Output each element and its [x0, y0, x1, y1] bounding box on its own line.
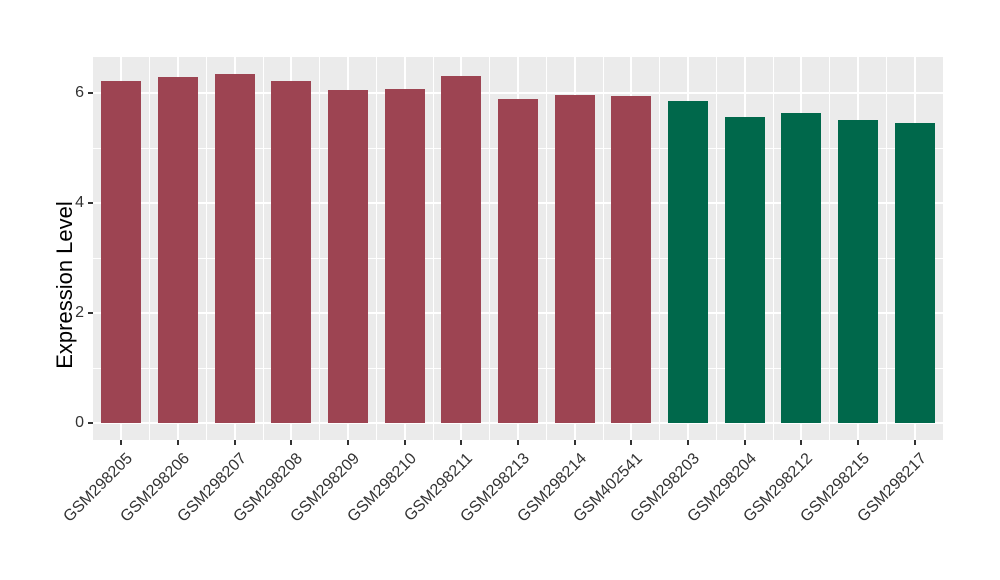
gridline-minor-vertical [715, 57, 717, 440]
bar-GSM298210 [384, 89, 425, 423]
bar-GSM298217 [894, 122, 935, 423]
bar-GSM298209 [328, 90, 368, 423]
gridline-minor-vertical [205, 57, 207, 440]
y-tick-mark [88, 202, 93, 204]
bar-GSM298205 [101, 80, 142, 423]
bar-GSM298212 [781, 112, 822, 423]
x-tick-mark [743, 440, 746, 445]
gridline-minor-vertical [262, 57, 264, 440]
bar-GSM298207 [214, 73, 255, 423]
x-tick-mark [573, 440, 576, 445]
x-tick-mark [403, 440, 406, 445]
y-tick-mark [88, 422, 93, 424]
x-tick-mark [120, 440, 123, 445]
gridline-minor-vertical [772, 57, 774, 440]
x-tick-mark [177, 440, 179, 445]
gridline-minor-vertical [545, 57, 547, 440]
gridline-minor-vertical [489, 57, 491, 440]
bar-GSM298204 [724, 117, 765, 423]
bar-GSM298213 [498, 98, 538, 423]
gridline-minor-vertical [319, 57, 321, 440]
x-tick-mark [347, 440, 349, 445]
gridline-minor-vertical [659, 57, 661, 440]
x-tick-mark [913, 440, 916, 445]
x-tick-mark [233, 440, 236, 445]
plot-panel [93, 57, 943, 440]
x-tick-mark [460, 440, 463, 445]
x-tick-mark [800, 440, 803, 445]
x-tick-mark [517, 440, 519, 445]
x-tick-mark [857, 440, 859, 445]
bar-GSM298206 [158, 77, 198, 423]
gridline-minor-vertical [432, 57, 434, 440]
y-axis-title: Expression Level [52, 201, 77, 369]
gridline-minor-vertical [885, 57, 887, 440]
bar-GSM298208 [271, 80, 312, 423]
bar-GSM402541 [611, 95, 652, 423]
y-tick-label-4: 4 [75, 194, 84, 211]
x-tick-mark [687, 440, 689, 445]
gridline-minor-vertical [375, 57, 377, 440]
bar-GSM298215 [838, 119, 878, 423]
y-tick-label-2: 2 [75, 304, 84, 321]
bar-GSM298214 [554, 95, 595, 423]
x-tick-mark [290, 440, 293, 445]
y-tick-label-0: 0 [75, 414, 84, 431]
gridline-minor-vertical [829, 57, 831, 440]
x-tick-mark [630, 440, 633, 445]
bar-GSM298203 [668, 101, 708, 423]
y-tick-label-6: 6 [75, 84, 84, 101]
y-tick-mark [88, 312, 93, 314]
y-tick-mark [88, 92, 93, 94]
gridline-minor-vertical [602, 57, 604, 440]
bar-GSM298211 [441, 75, 482, 423]
gridline-minor-vertical [149, 57, 151, 440]
